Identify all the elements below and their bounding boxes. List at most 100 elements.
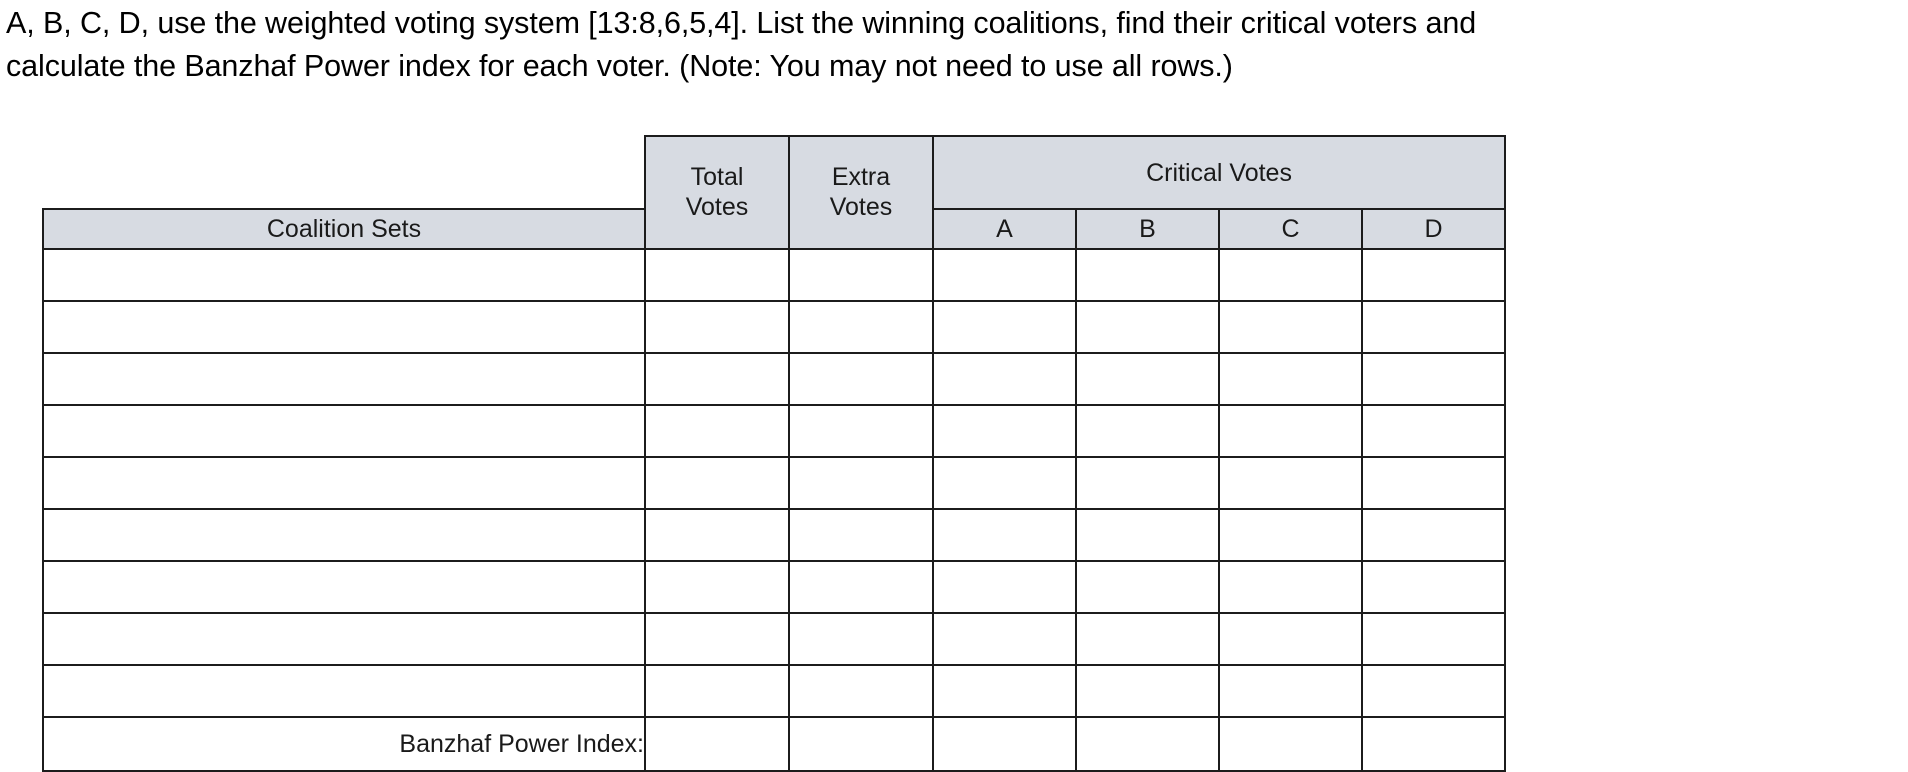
cell-coalition-sets[interactable] — [42, 664, 646, 718]
banzhaf-power-index-label: Banzhaf Power Index: — [42, 716, 646, 772]
cell-total-votes[interactable] — [644, 612, 790, 666]
header-voter-b: B — [1075, 208, 1220, 250]
cell-critical-b[interactable] — [1075, 352, 1220, 406]
footer-cell-extra-votes[interactable] — [788, 716, 934, 772]
header-total-votes: Total Votes — [644, 135, 790, 250]
cell-total-votes[interactable] — [644, 664, 790, 718]
worksheet-table-container: Total Votes Extra Votes Critical Votes C… — [42, 135, 1507, 772]
table-row — [42, 664, 1507, 718]
footer-cell-critical-b[interactable] — [1075, 716, 1220, 772]
cell-coalition-sets[interactable] — [42, 456, 646, 510]
cell-critical-d[interactable] — [1360, 508, 1507, 562]
cell-critical-d[interactable] — [1360, 248, 1507, 302]
table-row — [42, 612, 1507, 666]
cell-total-votes[interactable] — [644, 404, 790, 458]
cell-coalition-sets[interactable] — [42, 248, 646, 302]
problem-statement-line-1: A, B, C, D, use the weighted voting syst… — [6, 6, 1477, 40]
cell-coalition-sets[interactable] — [42, 300, 646, 354]
cell-critical-a[interactable] — [932, 352, 1077, 406]
cell-total-votes[interactable] — [644, 560, 790, 614]
cell-critical-b[interactable] — [1075, 248, 1220, 302]
cell-extra-votes[interactable] — [788, 664, 934, 718]
header-extra-votes-line-2: Votes — [829, 192, 893, 221]
cell-critical-c[interactable] — [1218, 612, 1363, 666]
footer-cell-critical-d[interactable] — [1360, 716, 1507, 772]
cell-total-votes[interactable] — [644, 248, 790, 302]
cell-coalition-sets[interactable] — [42, 352, 646, 406]
cell-coalition-sets[interactable] — [42, 612, 646, 666]
banzhaf-worksheet-table: Total Votes Extra Votes Critical Votes C… — [42, 135, 1507, 772]
cell-critical-b[interactable] — [1075, 300, 1220, 354]
table-row — [42, 560, 1507, 614]
cell-critical-c[interactable] — [1218, 664, 1363, 718]
header-voter-a: A — [932, 208, 1077, 250]
footer-cell-critical-c[interactable] — [1218, 716, 1363, 772]
cell-critical-c[interactable] — [1218, 300, 1363, 354]
cell-critical-c[interactable] — [1218, 456, 1363, 510]
cell-total-votes[interactable] — [644, 352, 790, 406]
cell-critical-c[interactable] — [1218, 508, 1363, 562]
cell-critical-a[interactable] — [932, 300, 1077, 354]
header-extra-votes-line-1: Extra — [831, 163, 891, 191]
cell-coalition-sets[interactable] — [42, 404, 646, 458]
cell-extra-votes[interactable] — [788, 508, 934, 562]
footer-cell-critical-a[interactable] — [932, 716, 1077, 772]
header-extra-votes: Extra Votes — [788, 135, 934, 250]
cell-total-votes[interactable] — [644, 456, 790, 510]
cell-critical-c[interactable] — [1218, 248, 1363, 302]
header-total-votes-line-2: Votes — [685, 192, 749, 221]
cell-critical-a[interactable] — [932, 664, 1077, 718]
cell-total-votes[interactable] — [644, 508, 790, 562]
table-row — [42, 248, 1507, 302]
cell-coalition-sets[interactable] — [42, 508, 646, 562]
cell-critical-d[interactable] — [1360, 300, 1507, 354]
cell-critical-d[interactable] — [1360, 612, 1507, 666]
problem-statement: A, B, C, D, use the weighted voting syst… — [6, 2, 1896, 88]
cell-critical-b[interactable] — [1075, 404, 1220, 458]
cell-critical-a[interactable] — [932, 560, 1077, 614]
banzhaf-power-index-row: Banzhaf Power Index: — [42, 716, 1507, 772]
header-coalition-sets: Coalition Sets — [42, 208, 646, 250]
cell-total-votes[interactable] — [644, 300, 790, 354]
cell-critical-b[interactable] — [1075, 456, 1220, 510]
table-row — [42, 352, 1507, 406]
table-row — [42, 300, 1507, 354]
cell-critical-a[interactable] — [932, 456, 1077, 510]
cell-extra-votes[interactable] — [788, 404, 934, 458]
footer-cell-total-votes[interactable] — [644, 716, 790, 772]
header-spacer-cell — [43, 136, 645, 209]
cell-critical-a[interactable] — [932, 404, 1077, 458]
cell-critical-d[interactable] — [1360, 664, 1507, 718]
cell-critical-c[interactable] — [1218, 560, 1363, 614]
cell-extra-votes[interactable] — [788, 300, 934, 354]
cell-critical-b[interactable] — [1075, 664, 1220, 718]
table-row — [42, 508, 1507, 562]
cell-critical-d[interactable] — [1360, 404, 1507, 458]
table-body: Banzhaf Power Index: — [42, 248, 1507, 772]
cell-critical-c[interactable] — [1218, 404, 1363, 458]
table-row — [42, 404, 1507, 458]
cell-extra-votes[interactable] — [788, 248, 934, 302]
cell-critical-b[interactable] — [1075, 612, 1220, 666]
cell-critical-d[interactable] — [1360, 352, 1507, 406]
cell-critical-d[interactable] — [1360, 456, 1507, 510]
header-voter-d: D — [1360, 208, 1507, 250]
cell-critical-a[interactable] — [932, 248, 1077, 302]
cell-critical-b[interactable] — [1075, 560, 1220, 614]
cell-coalition-sets[interactable] — [42, 560, 646, 614]
problem-statement-line-2: calculate the Banzhaf Power index for ea… — [6, 49, 1233, 83]
cell-critical-a[interactable] — [932, 508, 1077, 562]
cell-critical-c[interactable] — [1218, 352, 1363, 406]
header-voter-c: C — [1218, 208, 1363, 250]
cell-extra-votes[interactable] — [788, 560, 934, 614]
header-critical-votes-group: Critical Votes — [931, 135, 1507, 210]
cell-extra-votes[interactable] — [788, 352, 934, 406]
cell-critical-b[interactable] — [1075, 508, 1220, 562]
cell-extra-votes[interactable] — [788, 612, 934, 666]
cell-critical-d[interactable] — [1360, 560, 1507, 614]
header-row-top: Total Votes Extra Votes Critical Votes — [43, 135, 1507, 250]
cell-extra-votes[interactable] — [788, 456, 934, 510]
cell-critical-a[interactable] — [932, 612, 1077, 666]
header-row-bottom: Coalition Sets A B C D — [42, 208, 1507, 250]
header-total-votes-line-1: Total — [690, 163, 744, 191]
